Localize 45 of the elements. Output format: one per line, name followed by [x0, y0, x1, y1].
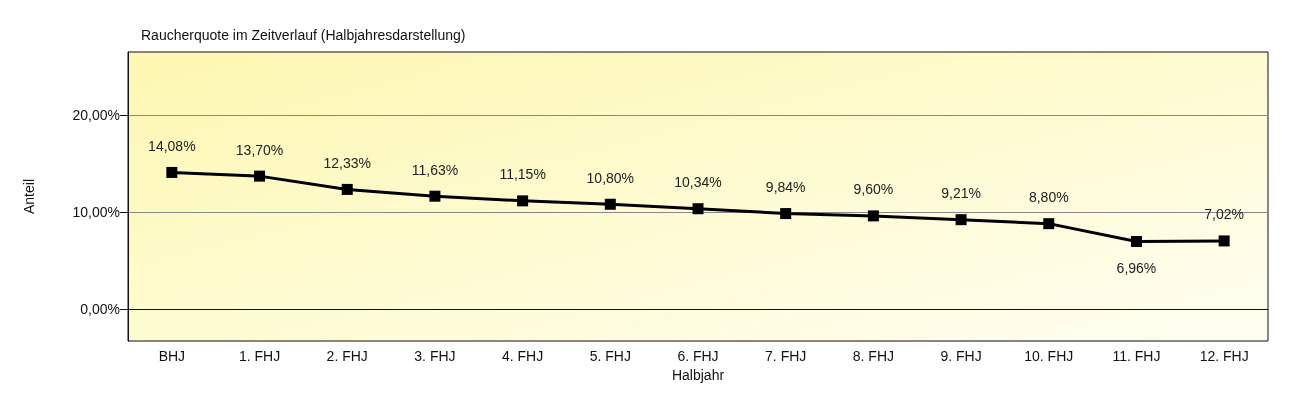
data-label: 10,80% — [586, 169, 635, 186]
x-tick-label: 9. FHJ — [940, 348, 982, 364]
x-tick-label: 5. FHJ — [589, 348, 631, 364]
point — [955, 214, 967, 226]
x-tick-label: 3. FHJ — [414, 348, 456, 364]
data-label: 13,70% — [235, 141, 284, 158]
point — [517, 195, 529, 207]
x-tick-label: 8. FHJ — [852, 348, 894, 364]
chart-title: Raucherquote im Zeitverlauf (Halbjahresdarstellung) — [141, 27, 466, 43]
point — [1130, 236, 1142, 247]
x-tick-label: 2. FHJ — [326, 348, 368, 364]
x-tick-label: 1. FHJ — [238, 348, 281, 364]
data-label: 9,60% — [853, 181, 894, 198]
data-label: 14,08% — [148, 137, 196, 154]
point — [692, 203, 704, 215]
data-label: 11,63% — [411, 161, 459, 178]
point — [341, 183, 353, 195]
point — [867, 210, 879, 222]
x-tick-label: 7. FHJ — [765, 348, 807, 364]
y-tick-label: 10,00% — [72, 204, 120, 221]
data-label: 9,21% — [941, 185, 981, 202]
data-label: 12,33% — [323, 154, 371, 171]
point — [1218, 235, 1230, 247]
point — [429, 190, 441, 202]
point — [1043, 218, 1055, 230]
x-tick-label: 4. FHJ — [502, 348, 544, 364]
x-axis-title: Halbjahr — [671, 366, 725, 383]
data-label: 9,84% — [765, 179, 806, 196]
y-axis-title: Anteil — [21, 178, 37, 215]
y-tick-label: 20,00% — [72, 107, 120, 124]
point — [254, 170, 266, 182]
data-label: 11,15% — [499, 166, 546, 183]
x-tick-label: BHJ — [158, 348, 186, 364]
data-label: 8,80% — [1028, 189, 1069, 206]
point — [604, 198, 616, 210]
data-label: 6,96% — [1116, 260, 1157, 276]
point — [166, 166, 178, 178]
data-label: 10,34% — [674, 174, 722, 191]
x-tick-label: 10. FHJ — [1024, 348, 1074, 364]
data-label: 7,02% — [1204, 206, 1245, 223]
point — [780, 208, 792, 220]
x-tick-label: 11. FHJ — [1112, 348, 1161, 364]
x-tick-label: 6. FHJ — [677, 348, 719, 364]
y-tick-label: 0,00% — [80, 301, 120, 317]
x-tick-label: 12. FHJ — [1199, 348, 1249, 364]
